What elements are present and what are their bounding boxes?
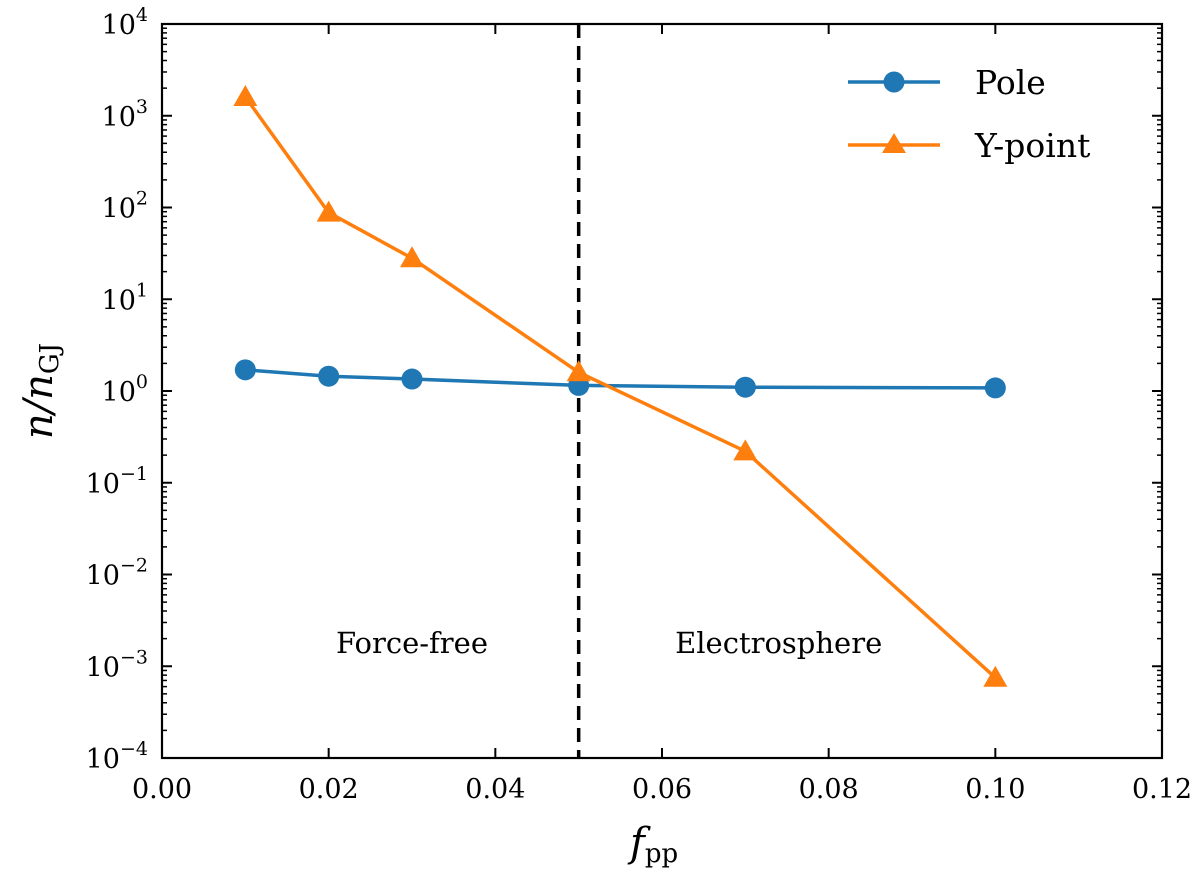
series-layer: [233, 85, 1008, 687]
annotation-electrosphere: Electrosphere: [675, 626, 882, 660]
legend-marker-pole: [883, 71, 905, 93]
y-tick-label: 104: [102, 4, 148, 41]
data-point-pole: [401, 368, 423, 390]
y-tick-label: 100: [102, 371, 148, 408]
y-tick-label: 102: [102, 188, 148, 225]
y-tick-label: 10−3: [86, 646, 148, 683]
data-point-pole: [234, 359, 256, 381]
data-point-pole: [984, 377, 1006, 399]
legend: Pole Y-point: [848, 63, 1090, 165]
data-point-y-point: [733, 439, 758, 461]
data-point-y-point: [400, 246, 424, 268]
data-point-y-point: [983, 665, 1008, 687]
annotation-force-free: Force-free: [336, 626, 488, 660]
legend-label-pole: Pole: [975, 63, 1046, 102]
x-tick-label: 0.00: [132, 774, 192, 805]
x-tick-label: 0.08: [799, 774, 859, 805]
y-tick-label: 10−2: [86, 555, 148, 592]
x-axis-ticks: 0.00 0.02 0.04 0.06 0.08 0.10 0.12: [132, 24, 1192, 805]
data-point-pole: [318, 365, 340, 387]
plot-frame: [160, 22, 1164, 760]
y-tick-label: 101: [102, 279, 148, 316]
x-tick-label: 0.04: [465, 774, 525, 805]
y-tick-label: 103: [102, 96, 148, 133]
series-line-y-point: [243, 95, 997, 680]
y-axis-label: n/nGJ: [16, 343, 65, 439]
legend-label-ypoint: Y-point: [974, 126, 1090, 165]
x-axis-label: fpp: [627, 820, 678, 869]
data-point-y-point: [316, 200, 341, 222]
x-tick-label: 0.12: [1132, 774, 1192, 805]
y-tick-label: 10−4: [86, 738, 148, 775]
x-tick-label: 0.06: [632, 774, 692, 805]
legend-marker-ypoint: [882, 133, 906, 153]
data-point-pole: [734, 376, 756, 398]
data-point-y-point: [566, 360, 591, 382]
y-tick-label: 10−1: [86, 463, 148, 500]
x-tick-label: 0.10: [965, 774, 1025, 805]
data-point-y-point: [233, 85, 258, 107]
series-line-pole: [245, 368, 996, 390]
x-tick-label: 0.02: [299, 774, 359, 805]
